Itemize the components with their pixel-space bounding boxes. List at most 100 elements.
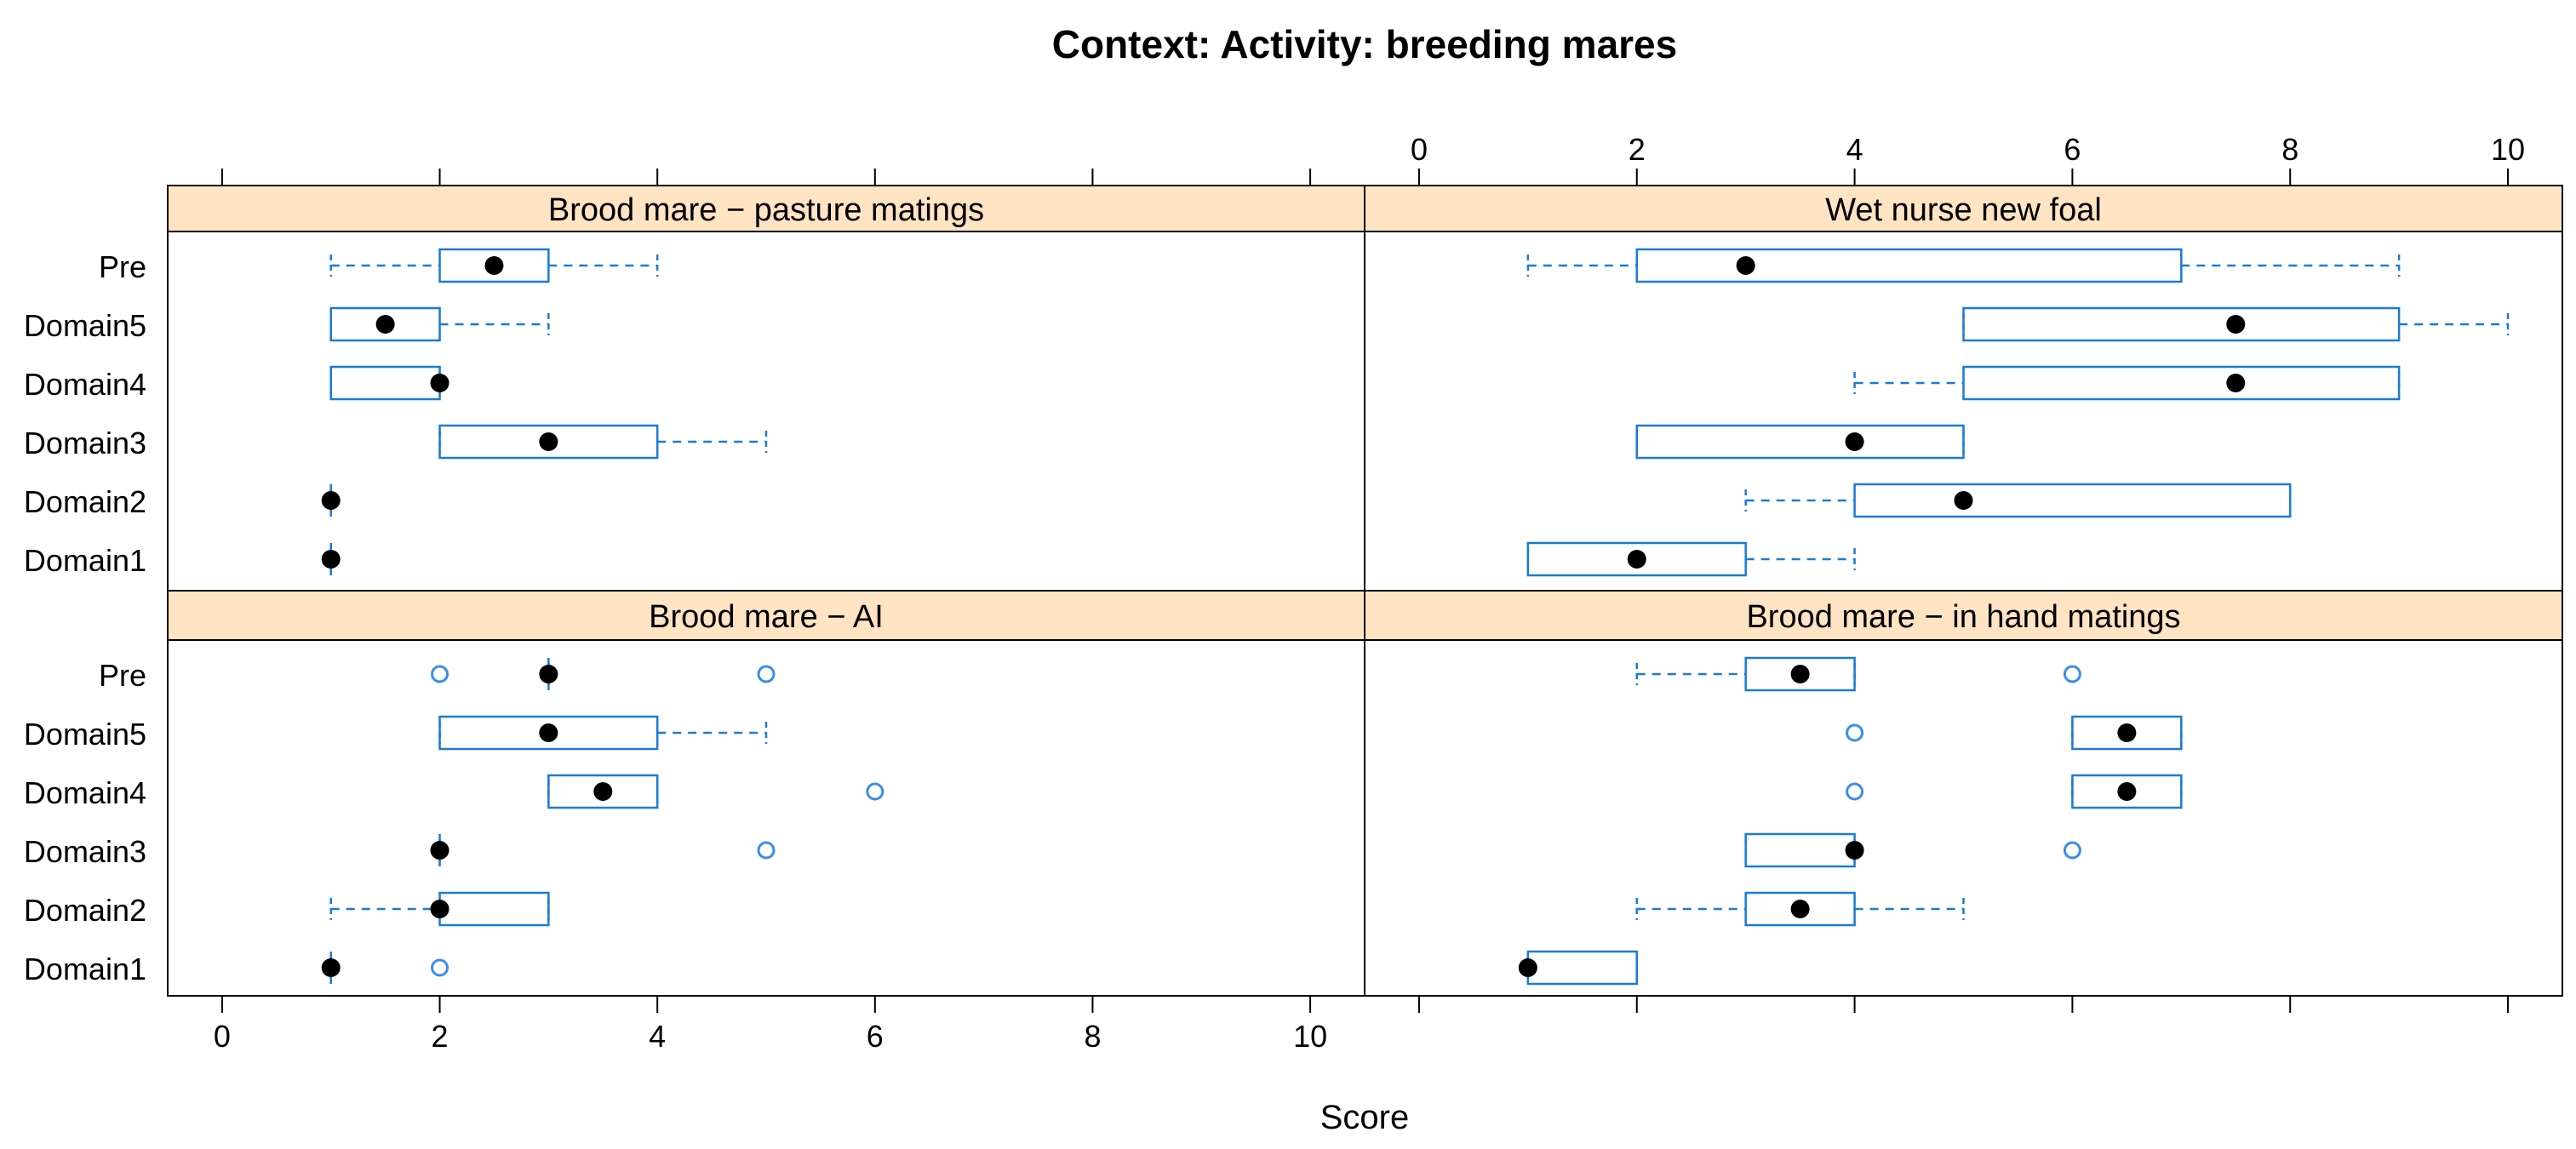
panel-brood-mare-ai: Brood mare − AI 0 2 4 6 8 10 — [167, 590, 1365, 1054]
outlier-brood-mare-ai-pre-1 — [757, 665, 776, 683]
median-wet-nurse-new-foal-domain2 — [1954, 491, 1973, 510]
panel-brood-mare-pasture-matings: Brood mare − pasture matings — [167, 169, 1365, 592]
box-wet-nurse-new-foal-domain3 — [1635, 424, 1965, 460]
panel-title-brood-mare-pasture-matings: Brood mare − pasture matings — [548, 192, 984, 228]
y-tick-label-bottom-domain5: Domain5 — [24, 717, 146, 752]
panel-frame-wet-nurse-new-foal — [1364, 231, 2563, 592]
iqr-box-wet-nurse-new-foal-domain1 — [1526, 541, 1747, 577]
x-tick-label-brood-mare-ai-bottom-4: 4 — [649, 1019, 666, 1054]
iqr-box-brood-mare-in-hand-matings-domain2 — [1744, 891, 1856, 927]
x-tick-label-wet-nurse-new-foal-top-10: 10 — [2491, 132, 2525, 167]
box-brood-mare-pasture-matings-domain1 — [321, 543, 341, 575]
y-tick-label-bottom-domain3: Domain3 — [24, 834, 146, 869]
box-brood-mare-in-hand-matings-domain2 — [1635, 891, 1965, 927]
median-brood-mare-ai-domain2 — [430, 900, 449, 918]
median-brood-mare-in-hand-matings-domain4 — [2117, 782, 2137, 801]
outlier-brood-mare-ai-pre-0 — [431, 665, 449, 683]
x-tick-label-wet-nurse-new-foal-top-0: 0 — [1411, 132, 1428, 167]
box-wet-nurse-new-foal-domain1 — [1526, 541, 1856, 577]
panel-frame-brood-mare-in-hand-matings — [1364, 639, 2563, 997]
outlier-brood-mare-in-hand-matings-domain3-0 — [2063, 841, 2081, 860]
iqr-box-brood-mare-pasture-matings-domain4 — [329, 365, 441, 401]
iqr-box-brood-mare-in-hand-matings-pre — [1744, 656, 1856, 692]
x-tick-label-wet-nurse-new-foal-top-4: 4 — [1846, 132, 1863, 167]
panel-strip-brood-mare-ai — [167, 590, 1365, 641]
median-brood-mare-ai-domain4 — [593, 782, 613, 801]
iqr-box-wet-nurse-new-foal-domain5 — [1962, 306, 2401, 342]
box-wet-nurse-new-foal-domain5 — [1962, 306, 2510, 342]
x-tick-label-brood-mare-ai-bottom-0: 0 — [214, 1019, 231, 1054]
iqr-box-brood-mare-in-hand-matings-domain3 — [1744, 832, 1856, 868]
median-brood-mare-in-hand-matings-pre — [1790, 665, 1810, 683]
iqr-box-brood-mare-ai-domain4 — [547, 774, 659, 809]
y-tick-label-top-domain1: Domain1 — [24, 543, 146, 578]
median-wet-nurse-new-foal-pre — [1736, 256, 1755, 275]
median-brood-mare-pasture-matings-domain3 — [539, 432, 558, 451]
x-tick-label-wet-nurse-new-foal-top-6: 6 — [2064, 132, 2081, 167]
median-wet-nurse-new-foal-domain1 — [1627, 550, 1646, 569]
x-axis-label: Score — [1320, 1099, 1410, 1136]
median-wet-nurse-new-foal-domain3 — [1845, 432, 1864, 451]
y-tick-label-top-domain2: Domain2 — [24, 484, 146, 519]
panel-title-wet-nurse-new-foal: Wet nurse new foal — [1825, 192, 2102, 228]
x-tick-label-brood-mare-ai-bottom-2: 2 — [432, 1019, 449, 1054]
panel-wet-nurse-new-foal: Wet nurse new foal 0 2 4 6 8 10 — [1364, 132, 2563, 592]
panel-title-brood-mare-ai: Brood mare − AI — [649, 599, 884, 635]
iqr-box-brood-mare-ai-domain2 — [438, 891, 550, 927]
box-brood-mare-pasture-matings-domain3 — [438, 424, 768, 460]
median-brood-mare-ai-domain5 — [539, 723, 558, 742]
box-brood-mare-in-hand-matings-domain1 — [1518, 950, 1639, 986]
outlier-brood-mare-ai-domain3-0 — [757, 841, 776, 860]
chart-title: Context: Activity: breeding mares — [1052, 22, 1677, 66]
x-tick-label-brood-mare-ai-bottom-10: 10 — [1293, 1019, 1327, 1054]
iqr-box-brood-mare-ai-domain5 — [438, 715, 659, 751]
y-tick-label-bottom-domain2: Domain2 — [24, 893, 146, 928]
median-brood-mare-in-hand-matings-domain5 — [2117, 723, 2137, 742]
median-wet-nurse-new-foal-domain4 — [2226, 374, 2246, 392]
box-brood-mare-ai-domain2 — [329, 891, 550, 927]
panel-strip-brood-mare-pasture-matings — [167, 185, 1365, 232]
iqr-box-brood-mare-in-hand-matings-domain4 — [2071, 774, 2183, 809]
panel-brood-mare-in-hand-matings: Brood mare − in hand matings — [1364, 590, 2563, 1013]
iqr-box-brood-mare-pasture-matings-pre — [438, 248, 550, 283]
y-tick-label-top-domain5: Domain5 — [24, 308, 146, 343]
iqr-box-brood-mare-in-hand-matings-domain1 — [1526, 950, 1639, 986]
y-tick-label-top-domain3: Domain3 — [24, 426, 146, 460]
outlier-brood-mare-in-hand-matings-domain4-0 — [1846, 782, 1864, 801]
iqr-box-brood-mare-pasture-matings-domain5 — [329, 306, 441, 342]
box-wet-nurse-new-foal-pre — [1526, 248, 2401, 283]
median-brood-mare-ai-domain3 — [430, 841, 449, 860]
x-tick-label-wet-nurse-new-foal-top-2: 2 — [1629, 132, 1646, 167]
y-tick-label-top-domain4: Domain4 — [24, 367, 146, 402]
median-brood-mare-pasture-matings-domain5 — [375, 315, 395, 334]
y-tick-label-bottom-domain1: Domain1 — [24, 952, 146, 986]
median-brood-mare-pasture-matings-pre — [484, 256, 504, 275]
panel-title-brood-mare-in-hand-matings: Brood mare − in hand matings — [1746, 599, 2180, 635]
iqr-box-wet-nurse-new-foal-domain3 — [1635, 424, 1965, 460]
y-tick-label-top-pre: Pre — [99, 249, 146, 284]
x-tick-label-brood-mare-ai-bottom-6: 6 — [867, 1019, 884, 1054]
box-brood-mare-pasture-matings-domain2 — [321, 484, 341, 517]
median-wet-nurse-new-foal-domain5 — [2226, 315, 2246, 334]
box-brood-mare-in-hand-matings-domain5 — [1846, 715, 2183, 751]
box-brood-mare-in-hand-matings-pre — [1635, 656, 2081, 692]
x-tick-label-wet-nurse-new-foal-top-8: 8 — [2281, 132, 2298, 167]
median-brood-mare-pasture-matings-domain1 — [321, 550, 341, 569]
iqr-box-brood-mare-pasture-matings-domain3 — [438, 424, 659, 460]
panel-frame-brood-mare-pasture-matings — [167, 231, 1365, 592]
median-brood-mare-in-hand-matings-domain2 — [1790, 900, 1810, 918]
median-brood-mare-pasture-matings-domain2 — [321, 491, 341, 510]
box-brood-mare-ai-domain5 — [438, 715, 768, 751]
box-brood-mare-pasture-matings-domain4 — [329, 365, 449, 401]
outlier-brood-mare-in-hand-matings-pre-0 — [2063, 665, 2081, 683]
box-brood-mare-pasture-matings-pre — [329, 248, 659, 283]
box-brood-mare-in-hand-matings-domain4 — [1846, 774, 2183, 809]
box-brood-mare-ai-domain1 — [321, 952, 449, 984]
outlier-brood-mare-ai-domain1-0 — [431, 958, 449, 977]
iqr-box-wet-nurse-new-foal-domain2 — [1853, 483, 2292, 518]
y-tick-label-bottom-pre: Pre — [99, 658, 146, 693]
box-brood-mare-ai-domain3 — [430, 834, 776, 866]
iqr-box-wet-nurse-new-foal-domain4 — [1962, 365, 2401, 401]
